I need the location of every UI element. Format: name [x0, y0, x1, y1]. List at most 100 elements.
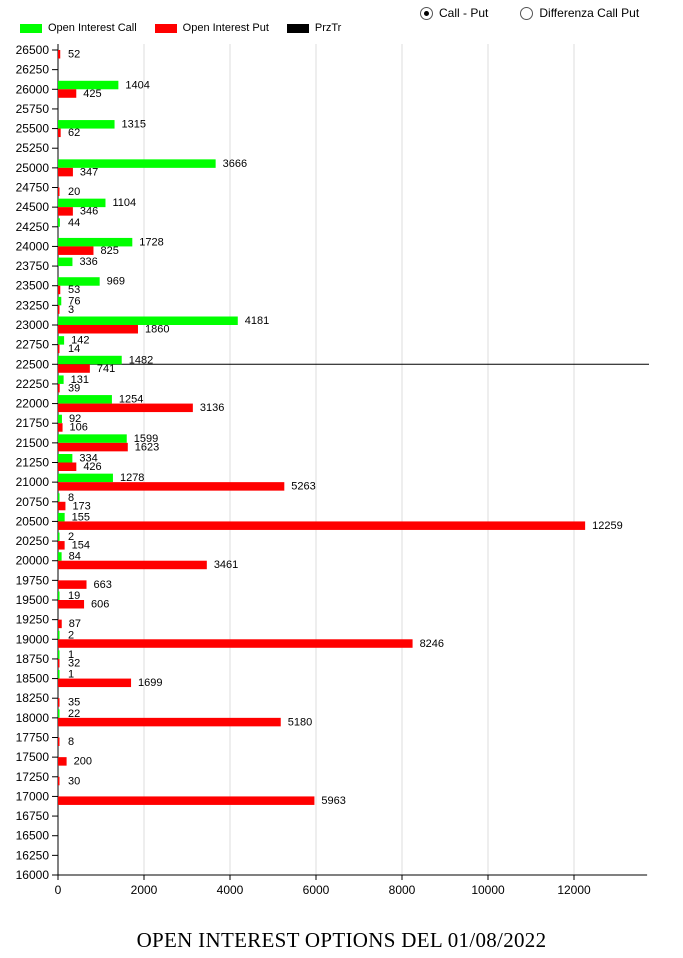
call-value-label: 22	[68, 708, 80, 720]
radio-call-put-label: Call - Put	[439, 6, 489, 20]
call-bar	[58, 454, 73, 463]
put-bar	[58, 580, 87, 589]
y-tick-label: 25750	[16, 102, 50, 116]
put-value-label: 1699	[138, 677, 162, 689]
put-bar	[58, 344, 60, 354]
call-bar	[58, 434, 127, 443]
y-tick-label: 20000	[16, 554, 50, 568]
legend-item-prztr[interactable]: PrzTr	[286, 22, 342, 34]
call-value-label: 3666	[223, 158, 247, 170]
call-value-label: 1104	[112, 197, 136, 209]
y-tick-label: 25000	[16, 161, 50, 175]
put-bar	[58, 442, 128, 452]
put-value-label: 53	[68, 284, 80, 296]
legend-item-call[interactable]: Open Interest Call	[20, 22, 137, 34]
radio-unchecked-icon[interactable]	[520, 6, 534, 20]
put-value-label: 62	[68, 127, 80, 139]
put-bar	[58, 128, 61, 138]
radio-differenza-call-put[interactable]: Differenza Call Put	[520, 6, 639, 20]
put-bar	[58, 89, 77, 98]
call-value-label: 1	[68, 669, 74, 681]
y-tick-label: 18000	[16, 711, 50, 725]
x-tick-label: 0	[55, 883, 62, 897]
y-tick-label: 17000	[16, 789, 50, 803]
y-tick-label: 21750	[16, 416, 50, 430]
call-bar	[58, 709, 60, 718]
y-tick-label: 23250	[16, 298, 50, 312]
call-bar	[58, 395, 112, 404]
legend-label-prztr: PrzTr	[314, 22, 342, 34]
y-tick-label: 18500	[16, 672, 50, 686]
radio-call-put[interactable]: Call - Put	[420, 6, 488, 20]
put-value-label: 5180	[288, 716, 312, 728]
put-value-label: 5263	[291, 481, 315, 493]
put-value-label: 173	[72, 500, 90, 512]
put-value-label: 154	[72, 540, 90, 552]
call-bar	[58, 120, 115, 129]
x-tick-label: 2000	[131, 883, 158, 897]
put-bar	[58, 364, 90, 373]
y-tick-label: 26250	[16, 63, 50, 77]
put-value-label: 825	[100, 245, 118, 257]
call-bar	[58, 80, 119, 90]
call-value-label: 336	[79, 256, 97, 268]
put-bar	[58, 560, 207, 570]
call-bar	[58, 198, 106, 208]
put-value-label: 20	[68, 186, 80, 198]
call-bar	[58, 296, 62, 306]
put-value-label: 32	[68, 657, 80, 669]
chart-caption: OPEN INTEREST OPTIONS DEL 01/08/2022	[136, 928, 547, 952]
call-bar	[58, 670, 60, 679]
put-bar	[58, 639, 413, 648]
call-bar	[58, 532, 60, 542]
call-bar	[58, 512, 65, 522]
put-bar	[58, 482, 285, 491]
call-value-label: 1482	[129, 354, 153, 366]
call-value-label: 44	[68, 217, 80, 229]
call-value-label: 2	[68, 531, 74, 543]
y-tick-label: 22500	[16, 357, 50, 371]
x-tick-label: 6000	[303, 883, 330, 897]
call-bar	[58, 630, 60, 640]
put-bar	[58, 541, 65, 550]
legend-label-call: Open Interest Call	[48, 22, 137, 34]
put-bar	[58, 619, 62, 629]
y-tick-label: 22750	[16, 338, 50, 352]
legend-swatch-prztr	[286, 23, 309, 33]
put-value-label: 3461	[214, 559, 238, 571]
call-value-label: 1	[68, 649, 74, 661]
put-value-label: 200	[74, 756, 92, 768]
y-tick-label: 17750	[16, 731, 50, 745]
put-value-label: 87	[69, 618, 81, 630]
call-bar	[58, 355, 122, 365]
put-bar	[58, 246, 94, 255]
legend-item-put[interactable]: Open Interest Put	[154, 22, 269, 34]
put-bar	[58, 383, 60, 393]
put-bar	[58, 305, 60, 314]
x-tick-label: 4000	[217, 883, 244, 897]
call-bar	[58, 316, 238, 325]
radio-differenza-label: Differenza Call Put	[539, 6, 640, 20]
call-value-label: 1599	[134, 433, 158, 445]
put-value-label: 14	[68, 343, 80, 355]
radio-checked-icon[interactable]	[420, 6, 433, 20]
call-bar	[58, 650, 60, 659]
put-value-label: 35	[68, 697, 80, 709]
call-bar	[58, 414, 62, 424]
put-value-label: 425	[83, 88, 101, 100]
call-value-label: 1315	[122, 119, 146, 131]
put-bar	[58, 50, 61, 59]
put-bar	[58, 325, 138, 334]
put-value-label: 606	[91, 599, 109, 611]
put-bar	[58, 501, 66, 511]
put-bar	[58, 737, 60, 746]
put-bar	[58, 600, 85, 609]
put-bar	[58, 757, 67, 766]
y-tick-label: 18750	[16, 652, 50, 666]
call-bar	[58, 473, 113, 483]
put-value-label: 5963	[321, 795, 345, 807]
y-tick-label: 24750	[16, 181, 50, 195]
x-tick-label: 12000	[557, 883, 591, 897]
put-bar	[58, 521, 586, 530]
put-bar	[58, 658, 60, 668]
